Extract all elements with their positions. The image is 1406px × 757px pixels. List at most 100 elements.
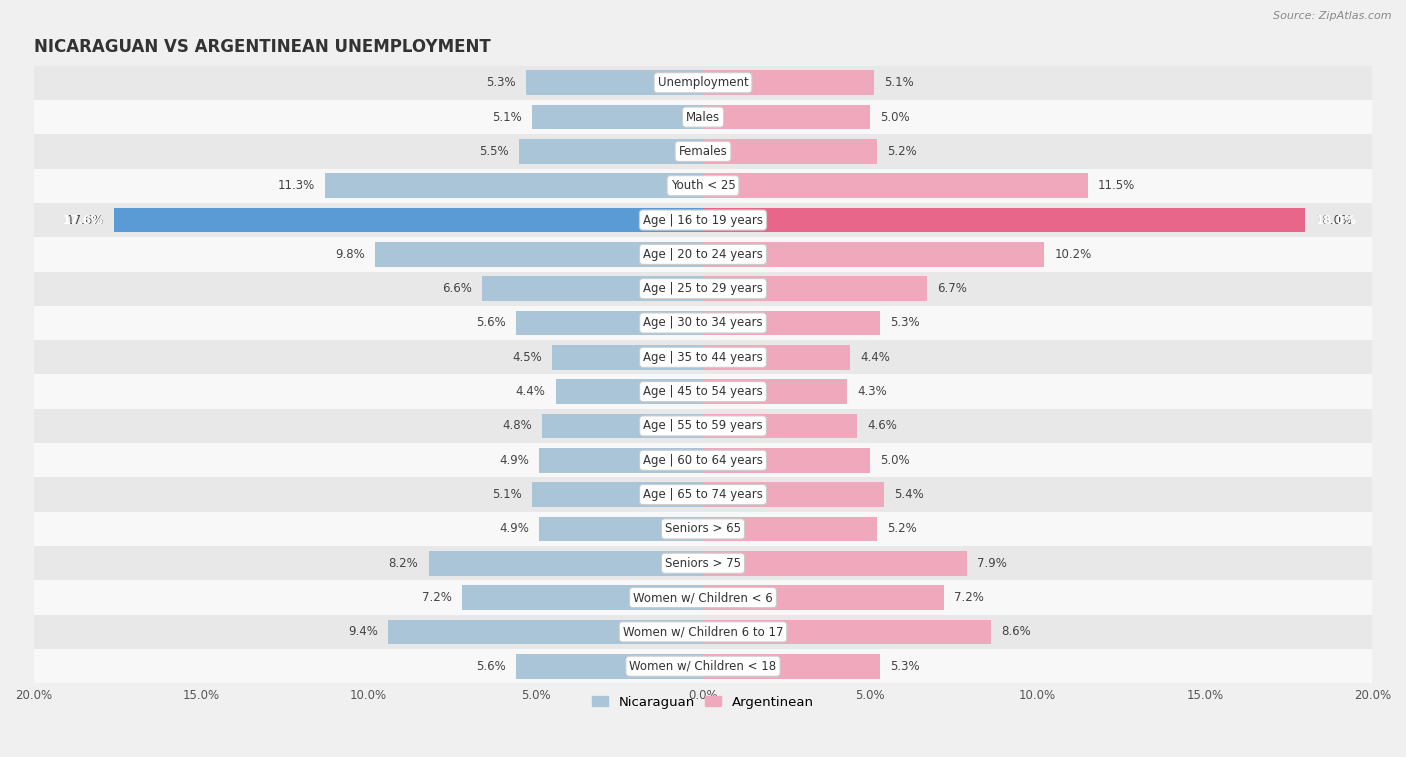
Text: 4.4%: 4.4% — [516, 385, 546, 398]
Bar — [703, 585, 943, 610]
Bar — [34, 649, 1372, 684]
Bar — [703, 482, 884, 507]
Text: 18.0%: 18.0% — [1316, 213, 1353, 226]
Bar — [34, 169, 1372, 203]
Bar — [553, 345, 703, 369]
Text: 7.9%: 7.9% — [977, 556, 1007, 570]
Bar — [34, 375, 1372, 409]
Text: 5.4%: 5.4% — [894, 488, 924, 501]
Bar — [516, 654, 703, 678]
Bar — [703, 551, 967, 575]
Bar — [533, 104, 703, 129]
Bar — [34, 340, 1372, 375]
Bar — [34, 306, 1372, 340]
Bar — [555, 379, 703, 404]
Bar — [34, 272, 1372, 306]
Text: 5.6%: 5.6% — [475, 659, 506, 673]
Text: Seniors > 65: Seniors > 65 — [665, 522, 741, 535]
Text: 7.2%: 7.2% — [955, 591, 984, 604]
Text: 5.3%: 5.3% — [486, 76, 516, 89]
Bar — [463, 585, 703, 610]
Text: Age | 25 to 29 years: Age | 25 to 29 years — [643, 282, 763, 295]
Text: Women w/ Children < 18: Women w/ Children < 18 — [630, 659, 776, 673]
Text: 7.2%: 7.2% — [422, 591, 451, 604]
Text: Age | 35 to 44 years: Age | 35 to 44 years — [643, 350, 763, 364]
Bar — [533, 482, 703, 507]
Bar — [703, 619, 991, 644]
Bar — [34, 66, 1372, 100]
Text: 4.9%: 4.9% — [499, 522, 529, 535]
Bar — [375, 242, 703, 266]
Text: 17.6%: 17.6% — [66, 213, 104, 226]
Bar — [703, 310, 880, 335]
Text: 4.4%: 4.4% — [860, 350, 890, 364]
Bar — [34, 443, 1372, 478]
Bar — [34, 203, 1372, 237]
Text: 10.2%: 10.2% — [1054, 248, 1091, 261]
Bar — [703, 345, 851, 369]
Text: 5.1%: 5.1% — [492, 488, 522, 501]
Bar — [703, 379, 846, 404]
Text: Women w/ Children < 6: Women w/ Children < 6 — [633, 591, 773, 604]
Bar — [429, 551, 703, 575]
Bar — [538, 516, 703, 541]
Bar — [34, 134, 1372, 169]
Text: 4.3%: 4.3% — [858, 385, 887, 398]
Text: Age | 30 to 34 years: Age | 30 to 34 years — [643, 316, 763, 329]
Text: Women w/ Children 6 to 17: Women w/ Children 6 to 17 — [623, 625, 783, 638]
Text: Seniors > 75: Seniors > 75 — [665, 556, 741, 570]
Bar — [526, 70, 703, 95]
Text: 9.8%: 9.8% — [335, 248, 366, 261]
Text: 11.3%: 11.3% — [277, 179, 315, 192]
Text: 17.6%: 17.6% — [63, 213, 104, 226]
Bar — [538, 448, 703, 472]
Bar — [703, 516, 877, 541]
Bar — [703, 207, 1306, 232]
Text: Age | 60 to 64 years: Age | 60 to 64 years — [643, 453, 763, 467]
Text: Age | 65 to 74 years: Age | 65 to 74 years — [643, 488, 763, 501]
Bar — [34, 237, 1372, 272]
Text: 5.1%: 5.1% — [884, 76, 914, 89]
Bar — [703, 654, 880, 678]
Text: 4.9%: 4.9% — [499, 453, 529, 467]
Text: 5.6%: 5.6% — [475, 316, 506, 329]
Bar — [114, 207, 703, 232]
Bar — [703, 104, 870, 129]
Text: 5.0%: 5.0% — [880, 111, 910, 123]
Bar — [482, 276, 703, 301]
Bar — [703, 276, 928, 301]
Text: 8.2%: 8.2% — [388, 556, 419, 570]
Text: 5.3%: 5.3% — [890, 316, 920, 329]
Text: Unemployment: Unemployment — [658, 76, 748, 89]
Bar — [34, 581, 1372, 615]
Bar — [325, 173, 703, 198]
Text: Males: Males — [686, 111, 720, 123]
Text: 4.5%: 4.5% — [513, 350, 543, 364]
Text: Age | 16 to 19 years: Age | 16 to 19 years — [643, 213, 763, 226]
Text: Age | 45 to 54 years: Age | 45 to 54 years — [643, 385, 763, 398]
Bar — [703, 413, 858, 438]
Text: Females: Females — [679, 145, 727, 158]
Bar — [703, 173, 1088, 198]
Bar — [34, 478, 1372, 512]
Bar — [34, 546, 1372, 581]
Text: 9.4%: 9.4% — [349, 625, 378, 638]
Text: 4.6%: 4.6% — [868, 419, 897, 432]
Bar — [34, 615, 1372, 649]
Bar — [388, 619, 703, 644]
Text: 5.2%: 5.2% — [887, 522, 917, 535]
Text: NICARAGUAN VS ARGENTINEAN UNEMPLOYMENT: NICARAGUAN VS ARGENTINEAN UNEMPLOYMENT — [34, 38, 491, 56]
Text: Source: ZipAtlas.com: Source: ZipAtlas.com — [1274, 11, 1392, 21]
Text: 5.0%: 5.0% — [880, 453, 910, 467]
Text: 5.3%: 5.3% — [890, 659, 920, 673]
Bar — [516, 310, 703, 335]
Text: 5.1%: 5.1% — [492, 111, 522, 123]
Bar — [519, 139, 703, 164]
Bar — [543, 413, 703, 438]
Bar — [703, 139, 877, 164]
Bar — [34, 512, 1372, 546]
Legend: Nicaraguan, Argentinean: Nicaraguan, Argentinean — [586, 690, 820, 714]
Bar — [703, 242, 1045, 266]
Text: 11.5%: 11.5% — [1098, 179, 1135, 192]
Text: 6.6%: 6.6% — [441, 282, 472, 295]
